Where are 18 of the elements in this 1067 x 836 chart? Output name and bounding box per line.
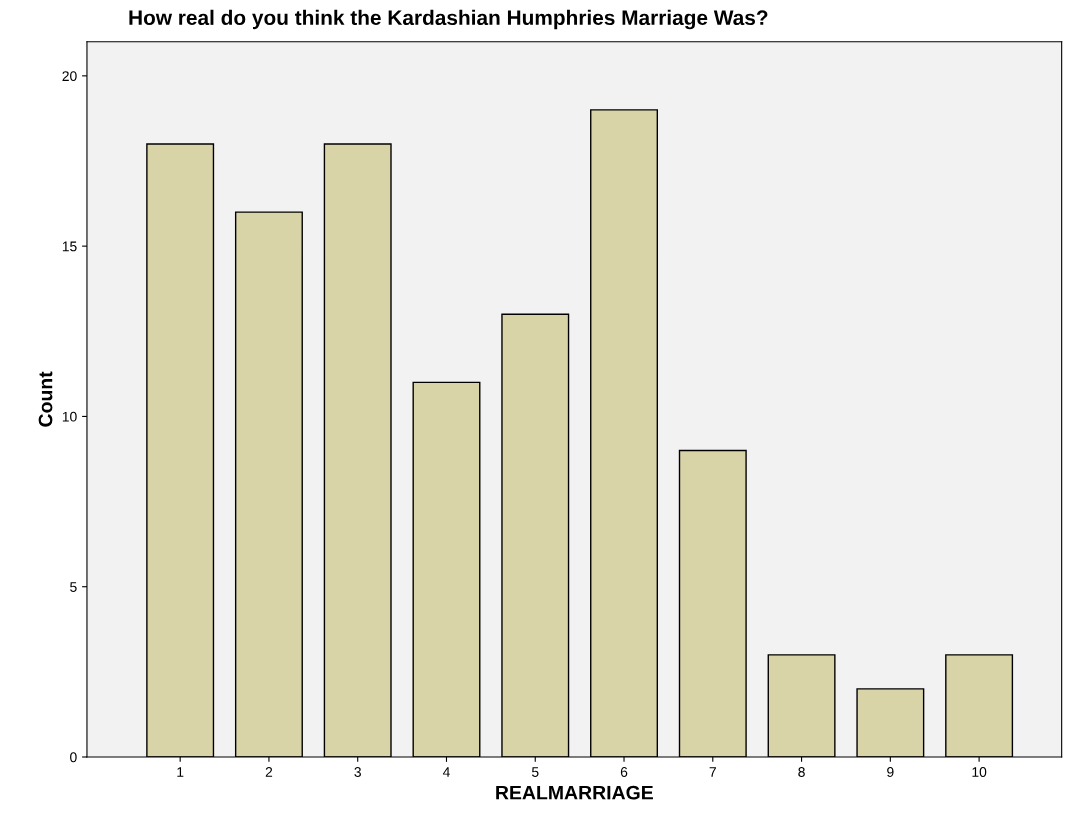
y-tick-label: 5 <box>70 582 77 592</box>
x-tick-label: 1 <box>177 767 184 777</box>
y-axis-title: Count <box>38 371 53 427</box>
x-tick-label: 9 <box>887 767 894 777</box>
x-tick-label: 8 <box>798 767 805 777</box>
x-tick-label: 2 <box>265 767 273 777</box>
x-axis-title: REALMARRIAGE <box>496 785 653 800</box>
x-tick-label: 10 <box>972 767 987 777</box>
chart-title: How real do you think the Kardashian Humphries Marriage Was? <box>129 9 768 30</box>
x-tick-label: 4 <box>442 767 450 777</box>
y-tick-label: 20 <box>62 71 77 82</box>
y-tick-label: 15 <box>62 241 77 252</box>
x-tick-label: 3 <box>354 767 361 777</box>
x-tick-label: 5 <box>531 767 539 777</box>
y-tick-label: 10 <box>62 411 77 422</box>
x-tick-label: 6 <box>620 767 628 777</box>
x-tick-label: 7 <box>709 767 716 777</box>
y-tick-label: 0 <box>70 752 77 763</box>
